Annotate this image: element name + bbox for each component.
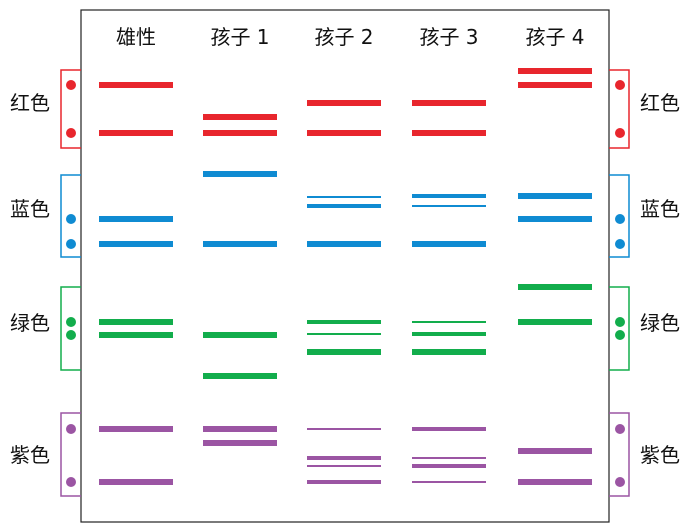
left-bracket-2 (60, 174, 81, 258)
left-dot-3-2 (66, 330, 76, 340)
right-dot-1-1 (615, 80, 625, 90)
left-dot-2-2 (66, 239, 76, 249)
right-dot-4-2 (615, 477, 625, 487)
band-lane4-group4-2 (412, 457, 486, 459)
left-dot-4-1 (66, 424, 76, 434)
band-lane5-group3-2 (518, 319, 592, 325)
right-dot-2-1 (615, 214, 625, 224)
left-dot-1-2 (66, 128, 76, 138)
right-dot-1-2 (615, 128, 625, 138)
band-lane4-group4-3 (412, 464, 486, 468)
right-group-label-2: 蓝色 (640, 197, 680, 221)
band-lane3-group2-3 (307, 241, 381, 247)
right-bracket-2 (609, 174, 630, 258)
band-lane3-group3-1 (307, 320, 381, 324)
gel-frame (80, 9, 610, 523)
band-lane5-group4-2 (518, 479, 592, 485)
band-lane2-group3-2 (203, 373, 277, 379)
band-lane4-group1-2 (412, 130, 486, 136)
right-dot-2-2 (615, 239, 625, 249)
band-lane3-group1-1 (307, 100, 381, 106)
band-lane2-group4-2 (203, 440, 277, 446)
band-lane5-group4-1 (518, 448, 592, 454)
right-bracket-1 (609, 69, 630, 149)
band-lane3-group4-4 (307, 480, 381, 484)
left-dot-3-1 (66, 317, 76, 327)
band-lane3-group4-2 (307, 456, 381, 460)
band-lane5-group3-1 (518, 284, 592, 290)
band-lane2-group1-2 (203, 130, 277, 136)
band-lane1-group1-2 (99, 130, 173, 136)
band-lane4-group2-1 (412, 194, 486, 198)
column-label-1: 雄性 (116, 25, 156, 49)
band-lane4-group4-4 (412, 481, 486, 483)
right-dot-3-2 (615, 330, 625, 340)
right-bracket-3 (609, 286, 630, 371)
band-lane3-group1-2 (307, 130, 381, 136)
column-labels: 雄性 孩子 1 孩子 2 孩子 3 孩子 4 (116, 25, 585, 49)
band-lane5-group1-1 (518, 68, 592, 74)
band-lane3-group4-3 (307, 465, 381, 467)
left-bracket-1 (60, 69, 81, 149)
band-lane1-group3-1 (99, 319, 173, 325)
right-dot-3-1 (615, 317, 625, 327)
column-label-5: 孩子 4 (525, 25, 584, 49)
band-lane3-group2-2 (307, 204, 381, 208)
band-lane1-group1-1 (99, 82, 173, 88)
band-lane4-group3-1 (412, 321, 486, 323)
band-lane3-group2-1 (307, 196, 381, 198)
right-group-label-3: 绿色 (640, 311, 680, 335)
band-lane4-group3-3 (412, 349, 486, 355)
band-lane5-group2-2 (518, 216, 592, 222)
band-lane1-group2-2 (99, 241, 173, 247)
bands (99, 68, 592, 485)
left-group-label-2: 蓝色 (10, 197, 50, 221)
band-lane2-group2-2 (203, 241, 277, 247)
band-lane5-group2-1 (518, 193, 592, 199)
band-lane2-group2-1 (203, 171, 277, 177)
column-label-3: 孩子 2 (314, 25, 373, 49)
band-lane1-group4-2 (99, 479, 173, 485)
band-lane4-group2-3 (412, 241, 486, 247)
band-lane4-group2-2 (412, 205, 486, 207)
band-lane2-group4-1 (203, 426, 277, 432)
band-lane3-group3-3 (307, 349, 381, 355)
left-dot-1-1 (66, 80, 76, 90)
right-group-label-4: 紫色 (640, 443, 680, 467)
left-bracket-3 (60, 286, 81, 371)
band-lane2-group1-1 (203, 114, 277, 120)
band-lane3-group4-1 (307, 428, 381, 430)
band-lane1-group3-2 (99, 332, 173, 338)
band-lane5-group1-2 (518, 82, 592, 88)
band-lane1-group4-1 (99, 426, 173, 432)
left-bracket-4 (60, 412, 81, 497)
left-group-label-1: 红色 (10, 91, 50, 115)
band-lane4-group1-1 (412, 100, 486, 106)
right-bracket-4 (609, 412, 630, 497)
right-dot-4-1 (615, 424, 625, 434)
column-label-2: 孩子 1 (210, 25, 269, 49)
band-lane3-group3-2 (307, 333, 381, 335)
band-lane4-group3-2 (412, 332, 486, 336)
column-label-4: 孩子 3 (419, 25, 478, 49)
left-group-label-3: 绿色 (10, 311, 50, 335)
left-dot-2-1 (66, 214, 76, 224)
right-group-label-1: 红色 (640, 91, 680, 115)
left-dot-4-2 (66, 477, 76, 487)
left-group-label-4: 紫色 (10, 443, 50, 467)
band-lane1-group2-1 (99, 216, 173, 222)
band-lane4-group4-1 (412, 427, 486, 431)
band-lane2-group3-1 (203, 332, 277, 338)
